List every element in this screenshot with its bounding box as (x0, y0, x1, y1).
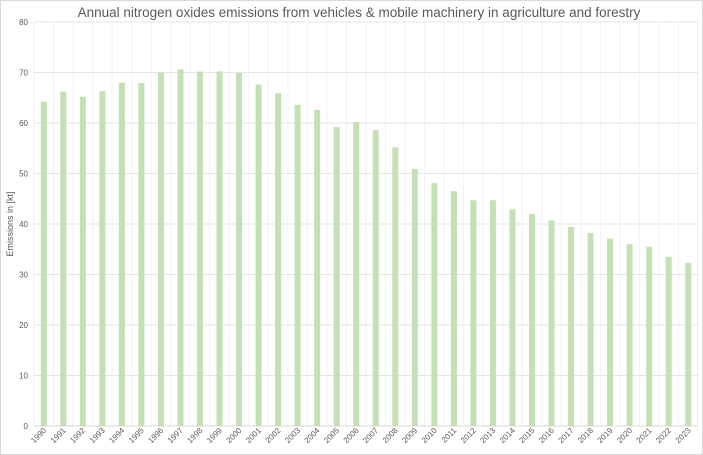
y-tick-label: 60 (19, 119, 28, 128)
bar-2000 (236, 73, 243, 426)
chart-title: Annual nitrogen oxides emissions from ve… (78, 5, 641, 20)
x-tick-label: 2019 (596, 426, 615, 445)
y-tick-label: 70 (19, 69, 28, 78)
bar-2010 (431, 183, 438, 426)
x-tick-label: 2020 (615, 426, 634, 445)
bar-1998 (197, 71, 203, 427)
bar-2018 (587, 233, 594, 426)
x-tick-label: 2015 (517, 426, 536, 445)
x-tick-label: 1994 (107, 426, 126, 445)
x-tick-label: 2023 (674, 426, 693, 445)
x-tick-label: 2013 (478, 426, 497, 445)
y-axis-label: Emissions in [kt] (5, 191, 15, 256)
bar-2009 (411, 168, 418, 426)
x-tick-label: 1991 (49, 426, 68, 445)
bar-2002 (275, 93, 282, 426)
x-tick-label: 2022 (654, 426, 673, 445)
y-tick-label: 80 (19, 18, 28, 27)
x-tick-label: 1998 (185, 426, 204, 445)
x-tick-label: 2002 (264, 426, 283, 445)
y-tick-label: 30 (19, 271, 28, 280)
bar-1995 (138, 83, 145, 426)
x-tick-label: 1990 (29, 426, 48, 445)
x-tick-label: 1993 (88, 426, 107, 445)
x-tick-label: 1997 (166, 426, 185, 445)
bar-2012 (470, 200, 477, 426)
y-tick-label: 40 (19, 220, 28, 229)
y-tick-label: 50 (19, 170, 28, 179)
y-tick-label: 0 (24, 422, 29, 431)
bar-2017 (568, 227, 575, 426)
bar-2015 (529, 213, 535, 426)
x-tick-label: 2000 (225, 426, 244, 445)
bar-1999 (216, 71, 223, 427)
bar-1996 (157, 72, 164, 426)
x-tick-label: 1995 (127, 426, 146, 445)
x-tick-label: 2005 (322, 426, 341, 445)
x-tick-label: 2006 (342, 426, 361, 445)
bar-2020 (626, 244, 633, 426)
x-tick-label: 2009 (400, 426, 419, 445)
bar-1990 (40, 101, 47, 426)
bar-2014 (509, 209, 516, 426)
bar-2007 (372, 130, 379, 426)
x-tick-label: 2021 (635, 426, 654, 445)
x-tick-label: 2007 (361, 426, 380, 445)
x-tick-label: 2017 (557, 426, 576, 445)
x-tick-label: 2001 (244, 426, 263, 445)
x-tick-label: 2008 (381, 426, 400, 445)
x-tick-label: 1996 (146, 426, 165, 445)
bar-2006 (353, 121, 360, 427)
bar-2005 (333, 127, 340, 426)
x-tick-label: 1999 (205, 426, 224, 445)
x-tick-label: 2004 (303, 426, 322, 445)
bar-2013 (489, 200, 496, 426)
x-tick-label: 2018 (576, 426, 595, 445)
x-tick-label: 2012 (459, 426, 478, 445)
bar-2004 (314, 109, 321, 427)
bar-2001 (255, 84, 262, 427)
x-tick-label: 2011 (440, 426, 459, 445)
bar-2016 (548, 220, 555, 426)
y-tick-label: 10 (19, 372, 28, 381)
x-tick-label: 2014 (498, 426, 517, 445)
bar-1993 (99, 91, 106, 426)
bar-1992 (79, 96, 86, 427)
y-tick-label: 20 (19, 321, 28, 330)
bar-2011 (450, 191, 457, 426)
bar-1997 (177, 69, 184, 426)
bar-2022 (665, 256, 672, 426)
bar-2019 (607, 238, 614, 426)
x-tick-label: 2010 (420, 426, 439, 445)
bar-2003 (294, 104, 301, 426)
bar-1994 (118, 82, 125, 426)
x-tick-label: 2003 (283, 426, 302, 445)
bar-2023 (685, 262, 692, 426)
bar-2021 (646, 246, 653, 426)
bar-2008 (392, 147, 399, 427)
bar-1991 (60, 91, 67, 426)
x-tick-label: 2016 (537, 426, 556, 445)
x-tick-label: 1992 (68, 426, 87, 445)
